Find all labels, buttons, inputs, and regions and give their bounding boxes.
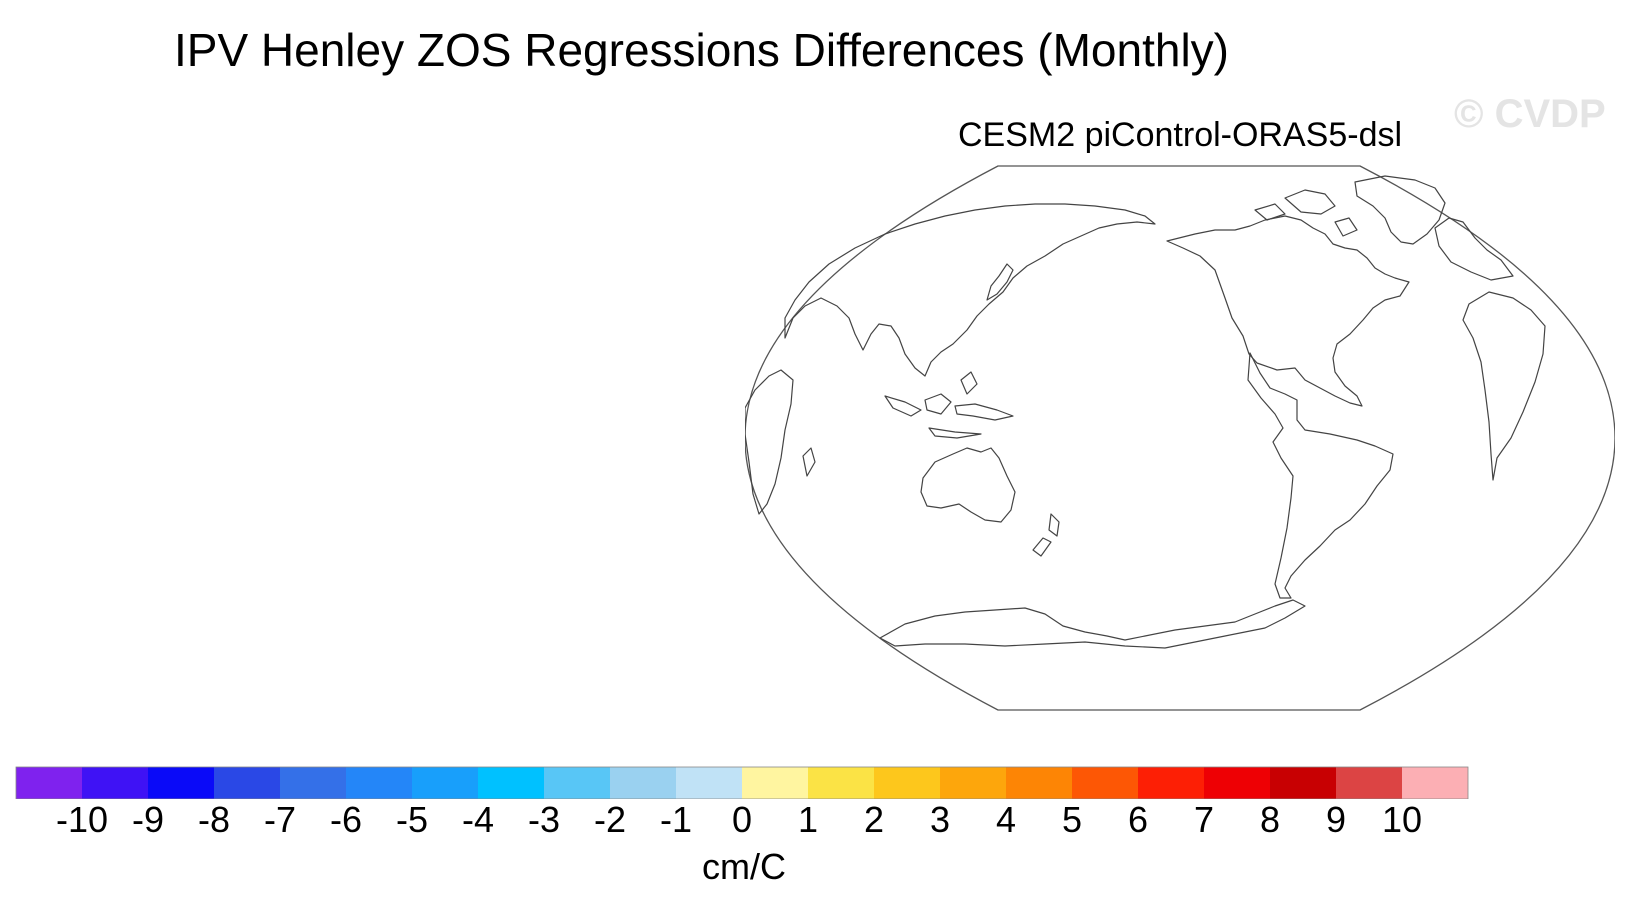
colorbar-box [1336, 767, 1402, 799]
colorbar-tick-label: -6 [329, 799, 363, 840]
west-africa-coast [1462, 291, 1546, 481]
colorbar-tick-label: 0 [731, 799, 753, 840]
japan-coast [986, 263, 1014, 301]
south-america-coast [1247, 352, 1394, 599]
colorbar-tick-label: 2 [863, 799, 885, 840]
colorbar-box [1402, 767, 1468, 799]
indonesia-coast [884, 371, 1014, 439]
colorbar-box [214, 767, 280, 799]
colorbar-box [412, 767, 478, 799]
colorbar-tick-label: -1 [659, 799, 693, 840]
colorbar-outline [15, 766, 1469, 799]
asia-coast [784, 203, 1156, 377]
arctic-islands [1254, 189, 1358, 237]
colorbar-tick-label: -5 [395, 799, 429, 840]
colorbar-box [1006, 767, 1072, 799]
colorbar-boxes [15, 766, 1469, 799]
colorbar-tick-label: -3 [527, 799, 561, 840]
colorbar-tick-label: -9 [131, 799, 165, 840]
colorbar-tick-label: -7 [263, 799, 297, 840]
colorbar-tick-label: 1 [797, 799, 819, 840]
colorbar-box [940, 767, 1006, 799]
world-map [745, 165, 1615, 711]
colorbar-box [1138, 767, 1204, 799]
colorbar-box [808, 767, 874, 799]
colorbar-box [280, 767, 346, 799]
colorbar-box [82, 767, 148, 799]
colorbar-box [16, 767, 82, 799]
colorbar-box [676, 767, 742, 799]
antarctica-coast [879, 599, 1306, 649]
colorbar-tick-label: 10 [1381, 799, 1423, 840]
figure-title: IPV Henley ZOS Regressions Differences (… [174, 24, 1229, 76]
colorbar-box [742, 767, 808, 799]
colorbar-box [478, 767, 544, 799]
colorbar-tick-label: -10 [55, 799, 109, 840]
colorbar-tick-label: 8 [1259, 799, 1281, 840]
colorbar-tick-label: 4 [995, 799, 1017, 840]
colorbar-box [544, 767, 610, 799]
coastlines [745, 175, 1546, 649]
map-border [745, 165, 1615, 711]
cvdp-watermark: © CVDP [1454, 92, 1606, 136]
colorbar-tick-label: 6 [1127, 799, 1149, 840]
colorbar-tick-label: 9 [1325, 799, 1347, 840]
new-zealand-coast [1032, 513, 1060, 557]
colorbar-box [1270, 767, 1336, 799]
colorbar [15, 766, 1469, 799]
colorbar-box [610, 767, 676, 799]
colorbar-box [874, 767, 940, 799]
colorbar-box [1204, 767, 1270, 799]
colorbar-tick-label: 3 [929, 799, 951, 840]
australia-coast [920, 447, 1016, 523]
colorbar-tick-label: -8 [197, 799, 231, 840]
colorbar-box [1072, 767, 1138, 799]
colorbar-tick-label: -2 [593, 799, 627, 840]
panel-title: CESM2 piControl-ORAS5-dsl [958, 116, 1403, 154]
colorbar-tick-label: 5 [1061, 799, 1083, 840]
europe-coast [1434, 217, 1514, 281]
colorbar-tick-label: 7 [1193, 799, 1215, 840]
colorbar-units: cm/C [702, 846, 786, 887]
colorbar-box [346, 767, 412, 799]
africa-coast [745, 369, 794, 515]
greenland-coast [1354, 175, 1446, 245]
colorbar-box [148, 767, 214, 799]
madagascar-coast [802, 447, 816, 477]
colorbar-tick-label: -4 [461, 799, 495, 840]
